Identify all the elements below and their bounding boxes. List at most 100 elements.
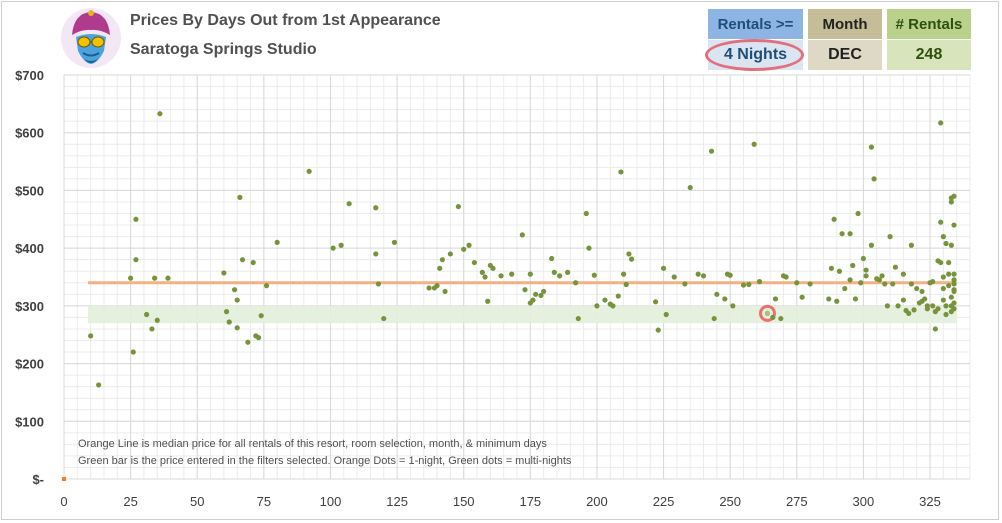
data-point-single bbox=[62, 477, 66, 481]
data-point bbox=[509, 271, 515, 277]
data-point bbox=[914, 285, 920, 292]
data-point bbox=[938, 259, 944, 266]
data-point bbox=[615, 293, 621, 299]
data-point bbox=[860, 255, 867, 262]
data-point bbox=[714, 291, 720, 297]
note-median-line: Orange Line is median price for all rent… bbox=[78, 438, 547, 450]
data-point bbox=[879, 273, 885, 279]
data-point bbox=[551, 269, 557, 275]
data-point bbox=[842, 285, 848, 292]
data-point bbox=[727, 272, 733, 278]
data-point bbox=[88, 333, 94, 339]
data-point bbox=[591, 272, 597, 278]
data-point bbox=[740, 282, 747, 288]
data-point bbox=[682, 281, 688, 287]
x-tick-label: 225 bbox=[653, 494, 675, 509]
x-tick-label: 250 bbox=[719, 494, 741, 509]
chart-subtitle: Saratoga Springs Studio bbox=[130, 41, 317, 58]
data-point bbox=[924, 306, 930, 312]
chart-title: Prices By Days Out from 1st Appearance bbox=[130, 12, 441, 29]
price-band bbox=[87, 305, 957, 324]
data-point bbox=[663, 311, 669, 318]
data-point bbox=[882, 281, 888, 287]
data-point bbox=[887, 234, 893, 240]
data-point bbox=[442, 288, 448, 295]
x-tick-label: 275 bbox=[786, 494, 808, 509]
highlight-point bbox=[764, 310, 771, 316]
data-point bbox=[695, 271, 701, 277]
data-point bbox=[908, 281, 914, 287]
data-point bbox=[828, 265, 835, 271]
data-point bbox=[157, 111, 163, 117]
rentals-filter-label: Rentals >= bbox=[708, 9, 803, 39]
data-point bbox=[930, 279, 936, 285]
data-point bbox=[951, 287, 957, 293]
data-point bbox=[128, 275, 134, 281]
data-point bbox=[152, 275, 158, 281]
data-point bbox=[884, 303, 890, 309]
data-point bbox=[938, 120, 944, 126]
data-point bbox=[940, 274, 946, 280]
data-point bbox=[671, 274, 677, 280]
data-point bbox=[434, 283, 440, 289]
data-point bbox=[938, 219, 944, 225]
data-point bbox=[373, 251, 379, 257]
data-point bbox=[557, 273, 563, 279]
data-point bbox=[381, 315, 387, 322]
data-point bbox=[868, 144, 875, 150]
data-point bbox=[708, 148, 715, 154]
data-point bbox=[482, 274, 488, 280]
data-point bbox=[660, 265, 667, 271]
data-point bbox=[876, 277, 883, 283]
data-point bbox=[154, 317, 160, 323]
data-point bbox=[485, 298, 491, 304]
data-point bbox=[871, 176, 877, 182]
data-point bbox=[437, 265, 443, 271]
data-point bbox=[946, 283, 952, 289]
data-point bbox=[895, 303, 901, 309]
rental-count-value: 248 bbox=[887, 40, 971, 70]
data-point bbox=[274, 239, 280, 245]
data-point bbox=[527, 271, 533, 277]
data-point bbox=[461, 246, 467, 252]
data-point bbox=[221, 270, 227, 276]
data-point bbox=[807, 281, 813, 287]
data-point bbox=[948, 199, 954, 205]
data-point bbox=[919, 288, 925, 295]
data-point bbox=[839, 231, 845, 237]
data-point bbox=[338, 242, 344, 248]
data-point bbox=[602, 297, 608, 303]
data-point bbox=[943, 311, 949, 318]
data-point bbox=[255, 335, 262, 341]
data-point bbox=[263, 283, 270, 289]
data-point bbox=[951, 277, 957, 283]
data-point bbox=[863, 273, 869, 279]
data-point bbox=[946, 259, 952, 266]
data-point bbox=[826, 296, 832, 302]
data-point bbox=[847, 277, 853, 283]
data-point bbox=[722, 296, 728, 302]
data-point bbox=[850, 262, 856, 269]
data-point bbox=[628, 256, 635, 262]
data-point bbox=[756, 279, 763, 285]
data-point bbox=[900, 297, 906, 303]
data-point bbox=[234, 297, 240, 303]
data-point bbox=[746, 281, 752, 288]
data-point bbox=[623, 281, 629, 288]
data-point bbox=[911, 307, 917, 313]
y-tick-label: $- bbox=[32, 472, 44, 487]
data-point bbox=[908, 242, 914, 248]
data-point bbox=[391, 239, 398, 245]
data-point bbox=[892, 264, 898, 270]
data-point bbox=[610, 303, 616, 309]
data-point bbox=[447, 251, 453, 257]
genie-logo-icon bbox=[60, 7, 122, 69]
data-point bbox=[948, 294, 954, 300]
month-filter-value[interactable]: DEC bbox=[808, 40, 882, 70]
data-point bbox=[541, 288, 547, 295]
x-tick-label: 300 bbox=[853, 494, 875, 509]
data-point bbox=[799, 294, 805, 300]
data-point bbox=[626, 251, 632, 257]
x-tick-label: 0 bbox=[60, 494, 67, 509]
data-point bbox=[533, 291, 539, 297]
